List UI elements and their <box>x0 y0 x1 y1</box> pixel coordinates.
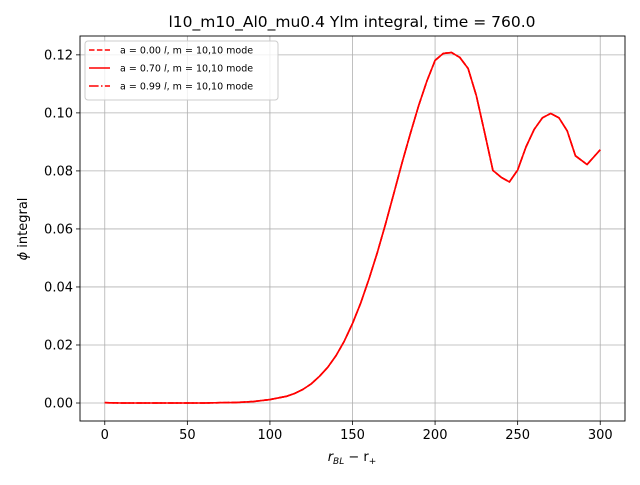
x-tick-label: 50 <box>179 428 196 443</box>
x-tick-label: 0 <box>101 428 109 443</box>
y-tick-label: 0.04 <box>44 280 73 295</box>
x-axis-label-sub2: + <box>369 457 377 467</box>
legend-label-part: 10,10 mode <box>196 64 253 75</box>
x-axis-label-mid: − r <box>344 450 369 465</box>
y-tick-label: 0.10 <box>44 106 73 121</box>
legend-box <box>84 40 279 101</box>
y-axis-label-text: integral <box>16 198 31 252</box>
y-axis-label-symbol: ϕ <box>16 251 31 260</box>
x-axis-label-sub1: BL <box>333 457 344 467</box>
legend-label-part: , m = <box>167 64 196 75</box>
y-tick-label: 0.02 <box>44 338 73 353</box>
legend-label-2: a = 0.99 l, m = 10,10 mode <box>120 82 253 93</box>
chart-title: l10_m10_Al0_mu0.4 Ylm integral, time = 7… <box>168 13 535 32</box>
x-tick-label: 100 <box>258 428 283 443</box>
series-lines <box>104 51 601 404</box>
legend-label-part: , m = <box>167 82 196 93</box>
legend-label-part: l <box>164 64 167 75</box>
axis-ticks: 0 50 100 150 200 250 300 0.00 0.02 0.04 0.06 0.08 0.… <box>44 48 613 443</box>
y-tick-label: 0.08 <box>44 164 73 179</box>
x-tick-label: 200 <box>423 428 448 443</box>
legend-label-part: 10,10 mode <box>196 46 253 57</box>
legend-label-part: l <box>164 46 167 57</box>
y-axis-label: ϕ integral <box>16 198 31 261</box>
y-tick-label: 0.06 <box>44 222 73 237</box>
series-line-2 <box>104 51 601 404</box>
legend-label-part: l <box>164 82 167 93</box>
x-tick-label: 300 <box>588 428 613 443</box>
legend-label-part: a = 0.00 <box>120 46 164 57</box>
legend-label-part: 10,10 mode <box>196 82 253 93</box>
y-tick-label: 0.12 <box>44 48 73 63</box>
legend-label-part: a = 0.99 <box>120 82 164 93</box>
legend-label-1: a = 0.70 l, m = 10,10 mode <box>120 64 253 75</box>
x-axis-label-var: r <box>328 450 335 465</box>
legend-label-part: , m = <box>167 46 196 57</box>
x-tick-label: 250 <box>505 428 530 443</box>
y-tick-label: 0.00 <box>44 397 73 412</box>
legend-label-part: a = 0.70 <box>120 64 164 75</box>
x-tick-label: 150 <box>340 428 365 443</box>
legend-label-0: a = 0.00 l, m = 10,10 mode <box>120 46 253 57</box>
x-axis-label: rBL − r+ <box>328 450 377 467</box>
